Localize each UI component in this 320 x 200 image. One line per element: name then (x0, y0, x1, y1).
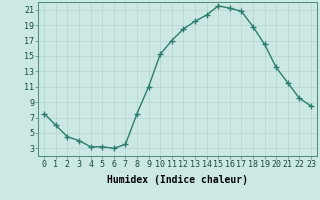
X-axis label: Humidex (Indice chaleur): Humidex (Indice chaleur) (107, 175, 248, 185)
